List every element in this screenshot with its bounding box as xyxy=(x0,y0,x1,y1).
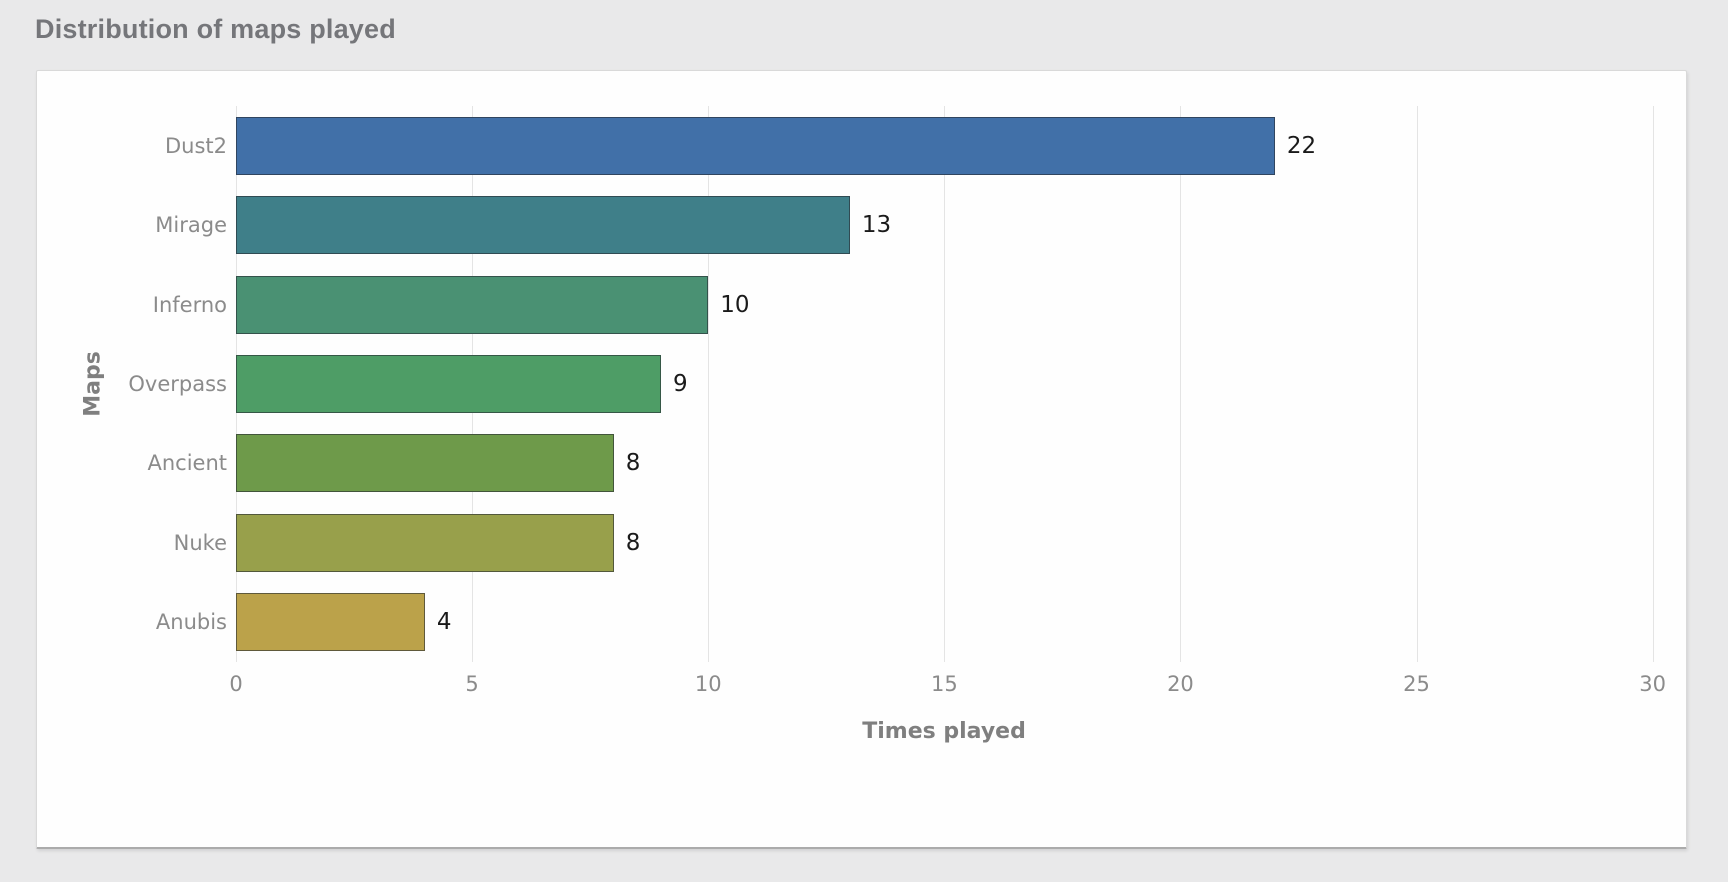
bar-value-label-inferno: 10 xyxy=(720,291,750,318)
gridline-10 xyxy=(708,106,710,662)
bar-row-ancient: Ancient 8 xyxy=(147,424,1681,503)
x-tick-label-25: 25 xyxy=(1403,672,1430,696)
gridline-20 xyxy=(1180,106,1182,662)
bar-ancient xyxy=(236,434,614,493)
y-tick-label-dust2: Dust2 xyxy=(164,133,227,158)
y-tick-label-ancient: Ancient xyxy=(147,451,227,476)
bar-nuke xyxy=(236,513,614,572)
bar-rows: Dust2 22 Mirage 13 Inferno 10 Overpass 9 Ancient… xyxy=(128,106,1681,662)
y-tick-label-mirage: Mirage xyxy=(155,213,227,238)
bar-row-overpass: Overpass 9 xyxy=(128,344,1681,423)
y-tick-label-inferno: Inferno xyxy=(152,292,227,317)
bar-anubis xyxy=(236,593,425,652)
bar-row-mirage: Mirage 13 xyxy=(155,185,1681,264)
y-tick-label-overpass: Overpass xyxy=(128,371,227,396)
page-title: Distribution of maps played xyxy=(35,14,396,44)
x-axis-title-label: Times played xyxy=(862,719,1026,744)
bar-inferno xyxy=(236,275,709,334)
x-tick-label-30: 30 xyxy=(1639,672,1667,696)
y-axis-title-label: Maps xyxy=(80,351,106,417)
x-tick-label-20: 20 xyxy=(1167,672,1194,696)
x-tick-label-0: 0 xyxy=(229,672,243,696)
chart-card: Dust2 22 Mirage 13 Inferno 10 Overpass 9 Ancient… xyxy=(36,70,1687,849)
x-tick-label-15: 15 xyxy=(930,672,958,696)
bar-row-nuke: Nuke 8 xyxy=(174,503,1681,582)
bar-dust2 xyxy=(236,116,1275,175)
bar-value-label-anubis: 4 xyxy=(436,609,452,636)
gridline-25 xyxy=(1416,106,1418,662)
y-tick-label-anubis: Anubis xyxy=(155,610,227,635)
bar-overpass xyxy=(236,354,661,413)
y-tick-label-nuke: Nuke xyxy=(173,530,227,555)
bar-value-label-ancient: 8 xyxy=(625,450,641,477)
bar-mirage xyxy=(236,196,850,255)
gridline-30 xyxy=(1652,106,1654,662)
x-tick-label-5: 5 xyxy=(465,672,479,696)
bar-value-label-nuke: 8 xyxy=(625,529,641,556)
bar-row-anubis: Anubis 4 xyxy=(156,583,1681,662)
bar-row-inferno: Inferno 10 xyxy=(153,265,1681,344)
x-tick-label-10: 10 xyxy=(694,672,722,696)
x-axis-ticks: 0 5 10 15 20 25 30 xyxy=(229,672,1681,702)
x-axis-title: Times played xyxy=(236,719,1681,749)
bar-value-label-overpass: 9 xyxy=(672,370,688,397)
bar-value-label-dust2: 22 xyxy=(1286,132,1317,159)
bar-value-label-mirage: 13 xyxy=(861,212,892,239)
gridline-15 xyxy=(944,106,946,662)
bar-row-dust2: Dust2 22 xyxy=(165,106,1681,185)
bar-chart-plot-area: Dust2 22 Mirage 13 Inferno 10 Overpass 9 Ancient… xyxy=(128,106,1681,662)
